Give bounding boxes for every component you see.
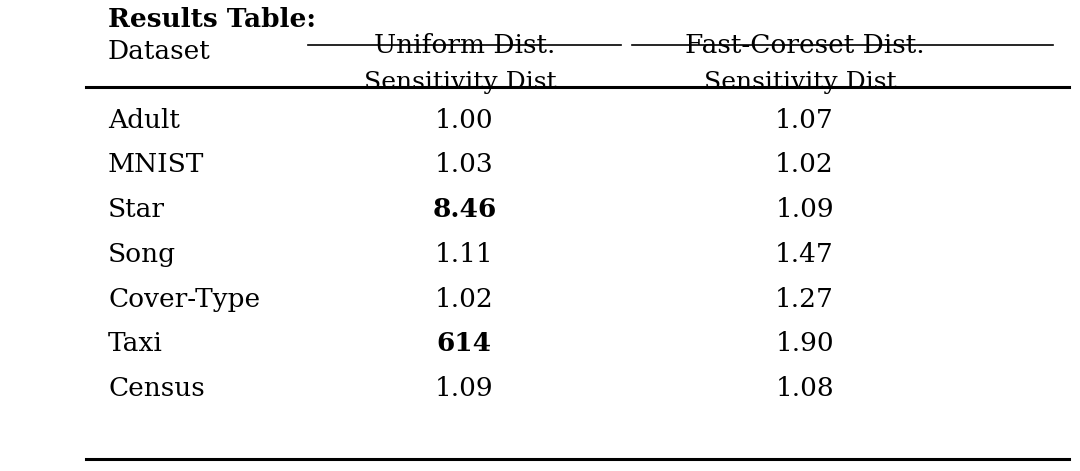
Text: 1.27: 1.27 (775, 286, 834, 312)
Text: Sensitivity Dist.: Sensitivity Dist. (704, 71, 905, 94)
Text: 1.02: 1.02 (435, 286, 494, 312)
Text: 1.11: 1.11 (435, 242, 494, 267)
Text: Dataset: Dataset (108, 39, 211, 65)
Text: 1.90: 1.90 (775, 331, 834, 357)
Text: Fast-Coreset Dist.: Fast-Coreset Dist. (685, 33, 924, 58)
Text: Taxi: Taxi (108, 331, 163, 357)
Text: Uniform Dist.: Uniform Dist. (374, 33, 555, 58)
Text: Sensitivity Dist.: Sensitivity Dist. (364, 71, 565, 94)
Text: 1.02: 1.02 (775, 152, 834, 178)
Text: Results Table:: Results Table: (108, 7, 316, 32)
Text: Cover-Type: Cover-Type (108, 286, 260, 312)
Text: 1.08: 1.08 (775, 376, 834, 401)
Text: Census: Census (108, 376, 205, 401)
Text: Adult: Adult (108, 107, 180, 133)
Text: 1.09: 1.09 (775, 197, 834, 222)
Text: 614: 614 (436, 331, 492, 357)
Text: 1.03: 1.03 (435, 152, 494, 178)
Text: 1.07: 1.07 (775, 107, 834, 133)
Text: Star: Star (108, 197, 165, 222)
Text: MNIST: MNIST (108, 152, 204, 178)
Text: 1.47: 1.47 (775, 242, 834, 267)
Text: 8.46: 8.46 (432, 197, 497, 222)
Text: Song: Song (108, 242, 176, 267)
Text: 1.09: 1.09 (435, 376, 494, 401)
Text: 1.00: 1.00 (435, 107, 494, 133)
